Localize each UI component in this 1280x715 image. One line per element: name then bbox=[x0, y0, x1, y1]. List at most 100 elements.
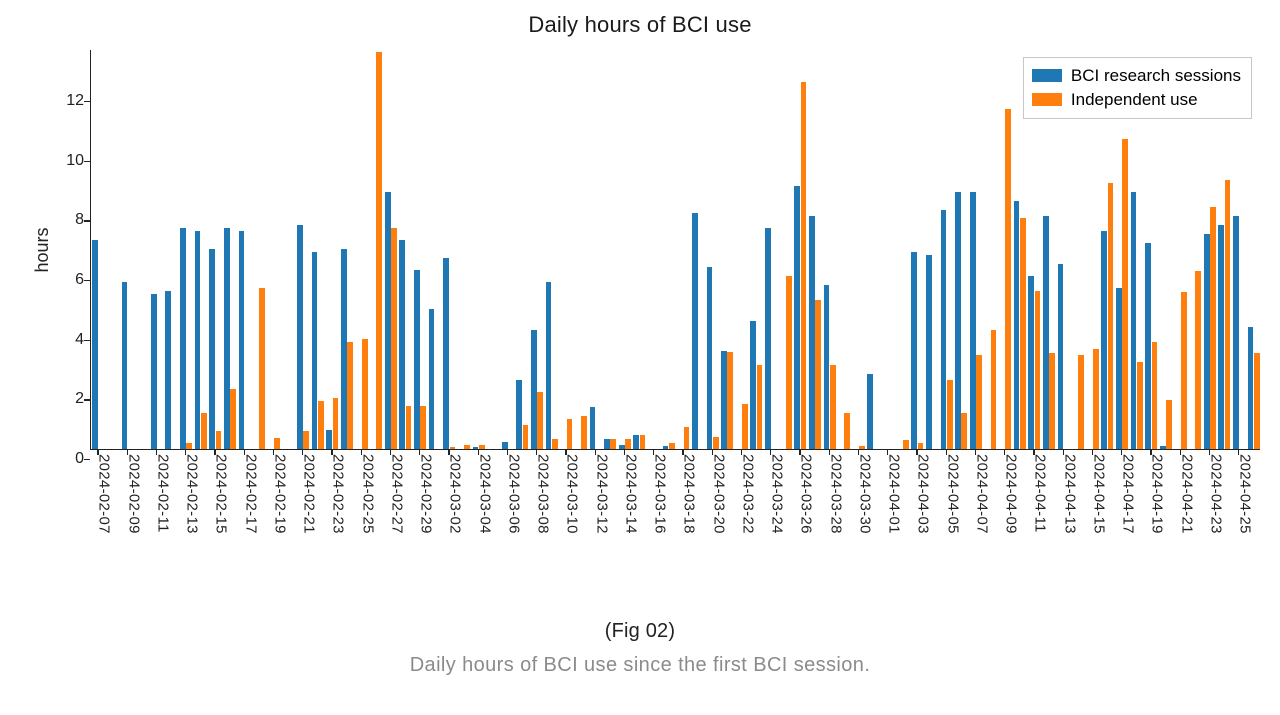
x-tick-label: 2024-02-17 bbox=[242, 454, 259, 534]
y-tick-label: 4 bbox=[50, 331, 84, 349]
x-tick-label: 2024-04-09 bbox=[1003, 454, 1020, 534]
bar bbox=[201, 413, 207, 449]
bar bbox=[1195, 271, 1201, 449]
bar bbox=[92, 240, 98, 449]
x-tick-label: 2024-02-11 bbox=[154, 454, 171, 533]
bar bbox=[391, 228, 397, 449]
x-tick-label: 2024-04-19 bbox=[1149, 454, 1166, 534]
bar bbox=[1122, 139, 1128, 449]
x-tick-label: 2024-04-23 bbox=[1207, 454, 1224, 534]
bar bbox=[859, 446, 865, 449]
bar bbox=[941, 210, 947, 449]
bar bbox=[970, 192, 976, 449]
bar bbox=[502, 442, 508, 449]
bar bbox=[1233, 216, 1239, 449]
figure-label: (Fig 02) bbox=[0, 620, 1280, 643]
bar bbox=[1131, 192, 1137, 449]
bar bbox=[209, 249, 215, 449]
bar bbox=[165, 291, 171, 449]
x-tick-label: 2024-03-12 bbox=[593, 454, 610, 534]
bar bbox=[815, 300, 821, 449]
bar bbox=[1005, 109, 1011, 449]
bar bbox=[479, 445, 485, 449]
bar bbox=[537, 392, 543, 449]
bar bbox=[590, 407, 596, 449]
bar bbox=[750, 321, 756, 449]
bar bbox=[546, 282, 552, 449]
bar bbox=[1049, 353, 1055, 449]
bar bbox=[1108, 183, 1114, 449]
bar bbox=[464, 445, 470, 449]
bar bbox=[414, 270, 420, 449]
bar bbox=[1014, 201, 1020, 449]
y-tick-label: 2 bbox=[50, 390, 84, 408]
x-tick-label: 2024-03-20 bbox=[710, 454, 727, 534]
bar bbox=[1020, 218, 1026, 449]
x-tick-label: 2024-02-29 bbox=[418, 454, 435, 534]
legend-swatch-icon bbox=[1032, 69, 1062, 82]
bar bbox=[581, 416, 587, 449]
x-tick-label: 2024-04-05 bbox=[944, 454, 961, 534]
bar bbox=[809, 216, 815, 449]
bar bbox=[1254, 353, 1260, 449]
x-tick-label: 2024-04-03 bbox=[915, 454, 932, 534]
bar bbox=[801, 82, 807, 449]
x-tick-label: 2024-04-13 bbox=[1061, 454, 1078, 534]
bar bbox=[303, 431, 309, 449]
bar bbox=[640, 435, 646, 449]
x-tick-label: 2024-04-01 bbox=[886, 454, 903, 534]
legend-item-research: BCI research sessions bbox=[1032, 64, 1241, 88]
bar bbox=[765, 228, 771, 449]
bar bbox=[230, 389, 236, 449]
x-tick-label: 2024-03-10 bbox=[564, 454, 581, 534]
bar bbox=[918, 443, 924, 449]
bar bbox=[663, 446, 669, 449]
bar bbox=[1152, 342, 1158, 449]
bar bbox=[376, 52, 382, 449]
bar bbox=[1043, 216, 1049, 449]
bar bbox=[516, 380, 522, 449]
bar bbox=[961, 413, 967, 449]
bar bbox=[955, 192, 961, 449]
bar bbox=[684, 427, 690, 449]
bar bbox=[1145, 243, 1151, 449]
bar bbox=[420, 406, 426, 449]
x-tick-label: 2024-02-09 bbox=[125, 454, 142, 534]
bar bbox=[669, 443, 675, 449]
legend-label: BCI research sessions bbox=[1071, 64, 1241, 88]
bar bbox=[903, 440, 909, 449]
x-tick-label: 2024-03-02 bbox=[447, 454, 464, 534]
x-tick-label: 2024-03-30 bbox=[856, 454, 873, 534]
bar bbox=[216, 431, 222, 449]
bar bbox=[239, 231, 245, 449]
bar bbox=[1035, 291, 1041, 449]
x-tick-label: 2024-02-07 bbox=[96, 454, 113, 534]
y-tick-label: 10 bbox=[50, 152, 84, 170]
bar bbox=[867, 374, 873, 449]
bar bbox=[151, 294, 157, 449]
bar bbox=[531, 330, 537, 449]
bar bbox=[911, 252, 917, 449]
bar bbox=[274, 438, 280, 449]
bar bbox=[1204, 234, 1210, 449]
bar bbox=[692, 213, 698, 449]
x-tick-label: 2024-03-24 bbox=[769, 454, 786, 534]
bar bbox=[399, 240, 405, 449]
bar bbox=[552, 439, 558, 449]
bar bbox=[1225, 180, 1231, 449]
x-tick-label: 2024-04-11 bbox=[1032, 454, 1049, 533]
bar bbox=[610, 439, 616, 449]
bar bbox=[122, 282, 128, 449]
bar bbox=[523, 425, 529, 449]
bar bbox=[450, 447, 456, 449]
x-tick-label: 2024-03-18 bbox=[681, 454, 698, 534]
chart-title: Daily hours of BCI use bbox=[0, 12, 1280, 38]
x-tick-label: 2024-02-25 bbox=[359, 454, 376, 534]
bar bbox=[259, 288, 265, 449]
bar bbox=[333, 398, 339, 449]
bar bbox=[186, 443, 192, 449]
bar bbox=[347, 342, 353, 449]
bar bbox=[947, 380, 953, 449]
x-tick-label: 2024-04-15 bbox=[1090, 454, 1107, 534]
bar bbox=[443, 258, 449, 449]
